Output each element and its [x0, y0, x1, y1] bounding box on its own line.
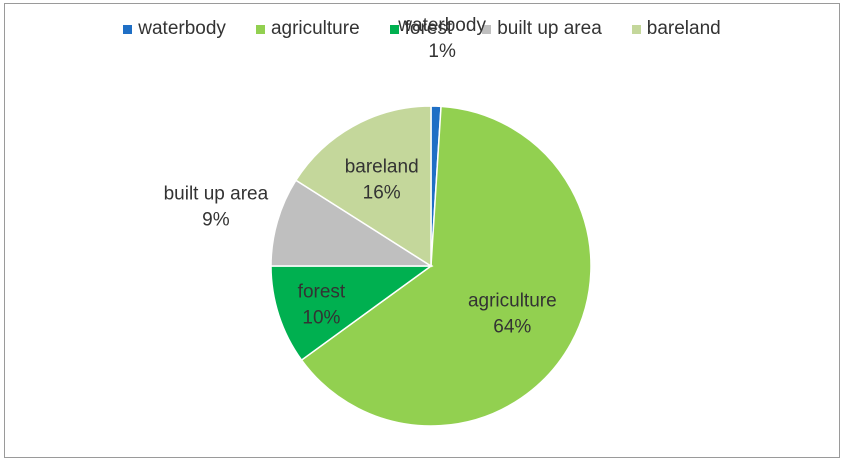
data-label-value-built-up-area: 9% [202, 210, 230, 231]
data-label-category-agriculture: agriculture [468, 291, 557, 312]
data-label-built-up-area: built up area 9% [164, 184, 269, 231]
data-label-category-built-up-area: built up area [164, 184, 269, 205]
data-label-value-bareland: 16% [363, 182, 401, 203]
data-label-value-agriculture: 64% [493, 317, 531, 338]
data-label-value-forest: 10% [302, 308, 340, 329]
data-label-category-waterbody: waterbody [397, 15, 486, 36]
data-label-category-bareland: bareland [345, 156, 419, 177]
data-label-value-waterbody: 1% [428, 41, 456, 62]
data-label-waterbody: waterbody 1% [397, 15, 486, 62]
data-label-category-forest: forest [298, 282, 346, 303]
